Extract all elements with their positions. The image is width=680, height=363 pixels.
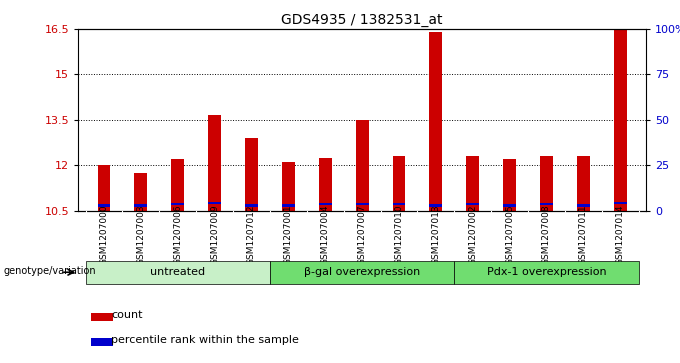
Bar xyxy=(319,158,332,211)
Text: GSM1207006: GSM1207006 xyxy=(173,205,182,265)
Text: GSM1207003: GSM1207003 xyxy=(137,205,146,265)
Text: GSM1207014: GSM1207014 xyxy=(615,205,625,265)
Text: β-gal overexpression: β-gal overexpression xyxy=(304,267,420,277)
Text: GSM1207013: GSM1207013 xyxy=(431,205,441,265)
Text: percentile rank within the sample: percentile rank within the sample xyxy=(112,335,299,345)
Bar xyxy=(208,115,221,211)
Text: GSM1207004: GSM1207004 xyxy=(321,205,330,265)
Bar xyxy=(97,165,110,211)
Text: GSM1207010: GSM1207010 xyxy=(394,205,403,265)
Bar xyxy=(97,204,110,207)
Bar xyxy=(392,203,405,205)
Bar xyxy=(270,261,454,284)
Bar xyxy=(429,204,442,207)
Text: GSM1207002: GSM1207002 xyxy=(469,205,477,265)
Bar xyxy=(171,159,184,211)
Bar xyxy=(208,202,221,204)
Text: GSM1207007: GSM1207007 xyxy=(358,205,367,265)
Bar xyxy=(356,120,369,211)
Text: GSM1207008: GSM1207008 xyxy=(542,205,551,265)
Bar xyxy=(392,156,405,211)
Text: GSM1207005: GSM1207005 xyxy=(505,205,514,265)
Title: GDS4935 / 1382531_at: GDS4935 / 1382531_at xyxy=(282,13,443,26)
Bar xyxy=(91,313,114,322)
Bar xyxy=(245,138,258,211)
Bar xyxy=(540,203,553,205)
Bar xyxy=(356,203,369,205)
Text: Pdx-1 overexpression: Pdx-1 overexpression xyxy=(487,267,607,277)
Bar xyxy=(614,202,627,204)
Bar xyxy=(503,159,516,211)
Bar xyxy=(91,338,114,346)
Bar xyxy=(86,261,270,284)
Bar xyxy=(282,204,295,207)
Bar xyxy=(466,156,479,211)
Text: GSM1207001: GSM1207001 xyxy=(284,205,293,265)
Bar xyxy=(466,203,479,205)
Bar xyxy=(540,156,553,211)
Bar xyxy=(429,32,442,211)
Text: GSM1207011: GSM1207011 xyxy=(579,205,588,265)
Bar xyxy=(577,156,590,211)
Bar xyxy=(171,203,184,205)
Text: untreated: untreated xyxy=(150,267,205,277)
Bar xyxy=(135,204,148,207)
Bar xyxy=(319,203,332,205)
Bar xyxy=(245,204,258,207)
Bar xyxy=(135,173,148,211)
Bar xyxy=(614,29,627,211)
Text: GSM1207009: GSM1207009 xyxy=(210,205,219,265)
Text: GSM1207012: GSM1207012 xyxy=(247,205,256,265)
Text: genotype/variation: genotype/variation xyxy=(3,266,96,276)
Bar xyxy=(577,204,590,207)
Bar xyxy=(503,204,516,207)
Bar xyxy=(282,162,295,211)
Bar xyxy=(454,261,639,284)
Text: count: count xyxy=(112,310,143,320)
Text: GSM1207000: GSM1207000 xyxy=(99,205,109,265)
